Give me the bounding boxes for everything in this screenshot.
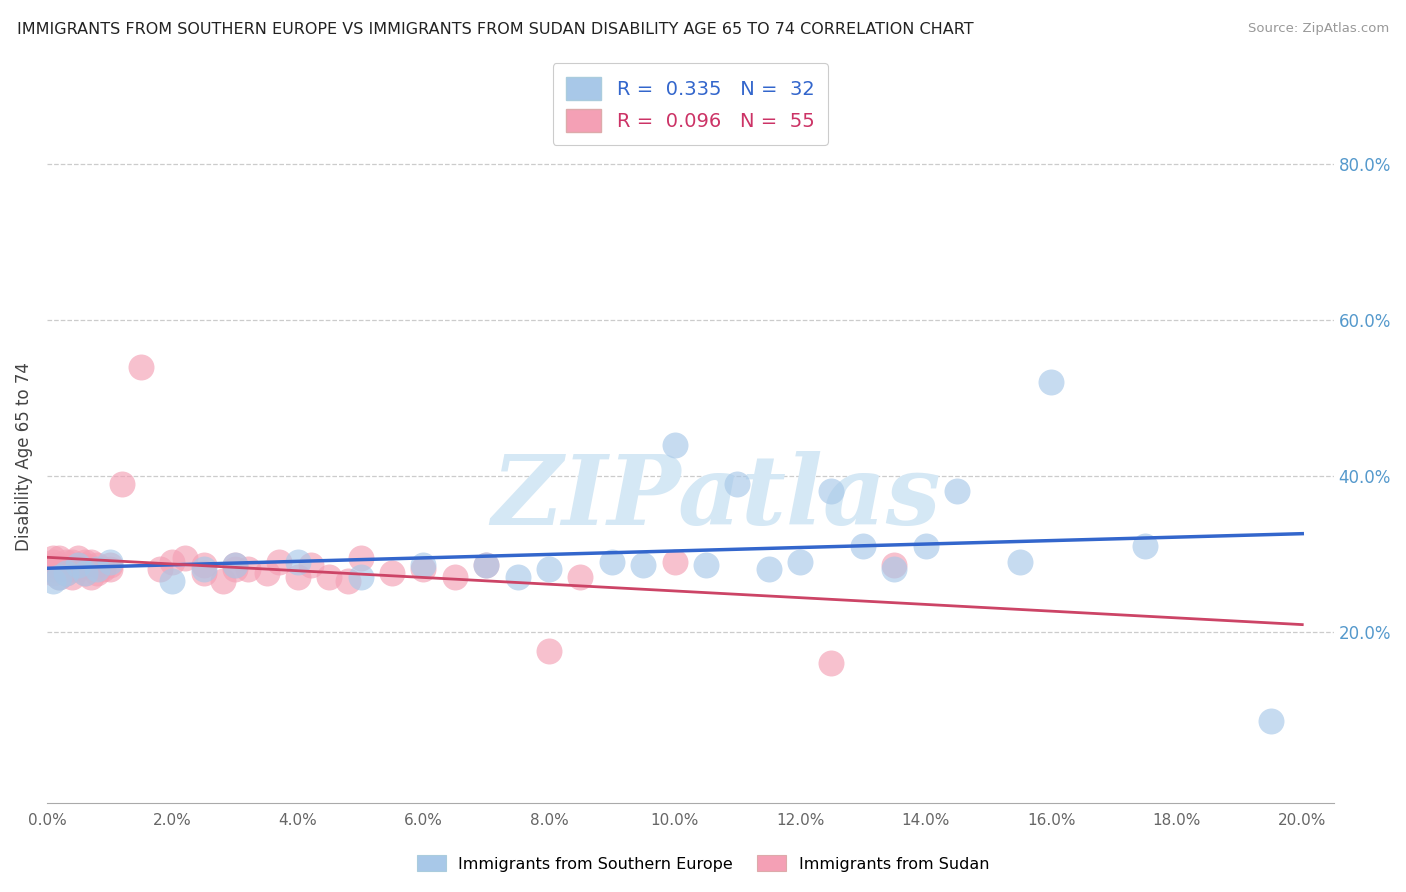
Point	[48, 570, 70, 584]
Point	[86, 558, 108, 573]
Point	[162, 554, 184, 568]
Point	[86, 562, 108, 576]
Point	[193, 558, 215, 573]
Point	[67, 558, 90, 573]
Point	[48, 550, 70, 565]
Point	[287, 570, 309, 584]
Point	[111, 476, 134, 491]
Point	[60, 570, 83, 584]
Point	[98, 554, 121, 568]
Point	[224, 562, 246, 576]
Point	[73, 566, 96, 581]
Point	[299, 558, 322, 573]
Point	[758, 562, 780, 576]
Point	[42, 566, 65, 581]
Point	[475, 558, 498, 573]
Text: Source: ZipAtlas.com: Source: ZipAtlas.com	[1249, 22, 1389, 36]
Point	[412, 558, 434, 573]
Point	[55, 562, 77, 576]
Point	[852, 539, 875, 553]
Point	[162, 574, 184, 588]
Point	[60, 562, 83, 576]
Text: ZIPatlas: ZIPatlas	[491, 450, 941, 545]
Point	[256, 566, 278, 581]
Point	[600, 554, 623, 568]
Point	[914, 539, 936, 553]
Point	[337, 574, 360, 588]
Point	[789, 554, 811, 568]
Point	[224, 558, 246, 573]
Point	[86, 566, 108, 581]
Point	[381, 566, 404, 581]
Point	[42, 558, 65, 573]
Point	[67, 562, 90, 576]
Point	[67, 550, 90, 565]
Point	[42, 574, 65, 588]
Point	[537, 644, 560, 658]
Point	[193, 566, 215, 581]
Point	[820, 484, 842, 499]
Point	[211, 574, 233, 588]
Point	[350, 570, 373, 584]
Point	[1135, 539, 1157, 553]
Legend: Immigrants from Southern Europe, Immigrants from Sudan: Immigrants from Southern Europe, Immigra…	[409, 847, 997, 880]
Point	[506, 570, 529, 584]
Point	[80, 554, 103, 568]
Point	[42, 550, 65, 565]
Point	[67, 558, 90, 573]
Point	[48, 558, 70, 573]
Point	[73, 554, 96, 568]
Point	[631, 558, 654, 573]
Point	[98, 558, 121, 573]
Point	[60, 554, 83, 568]
Point	[48, 562, 70, 576]
Point	[287, 554, 309, 568]
Point	[55, 566, 77, 581]
Point	[42, 554, 65, 568]
Point	[475, 558, 498, 573]
Point	[73, 566, 96, 581]
Point	[318, 570, 340, 584]
Point	[269, 554, 291, 568]
Point	[236, 562, 259, 576]
Point	[1008, 554, 1031, 568]
Point	[444, 570, 467, 584]
Y-axis label: Disability Age 65 to 74: Disability Age 65 to 74	[15, 362, 32, 550]
Point	[73, 558, 96, 573]
Text: IMMIGRANTS FROM SOUTHERN EUROPE VS IMMIGRANTS FROM SUDAN DISABILITY AGE 65 TO 74: IMMIGRANTS FROM SOUTHERN EUROPE VS IMMIG…	[17, 22, 973, 37]
Point	[820, 656, 842, 670]
Point	[664, 554, 686, 568]
Point	[55, 554, 77, 568]
Point	[224, 558, 246, 573]
Point	[537, 562, 560, 576]
Point	[725, 476, 748, 491]
Point	[42, 562, 65, 576]
Point	[93, 562, 115, 576]
Point	[695, 558, 717, 573]
Point	[1260, 714, 1282, 729]
Point	[98, 562, 121, 576]
Point	[946, 484, 969, 499]
Point	[80, 570, 103, 584]
Point	[350, 550, 373, 565]
Point	[174, 550, 197, 565]
Point	[129, 359, 152, 374]
Point	[569, 570, 592, 584]
Point	[48, 570, 70, 584]
Point	[1040, 375, 1063, 389]
Point	[193, 562, 215, 576]
Point	[55, 566, 77, 581]
Point	[664, 437, 686, 451]
Point	[883, 562, 905, 576]
Point	[149, 562, 172, 576]
Point	[412, 562, 434, 576]
Legend: R =  0.335   N =  32, R =  0.096   N =  55: R = 0.335 N = 32, R = 0.096 N = 55	[553, 63, 828, 145]
Point	[883, 558, 905, 573]
